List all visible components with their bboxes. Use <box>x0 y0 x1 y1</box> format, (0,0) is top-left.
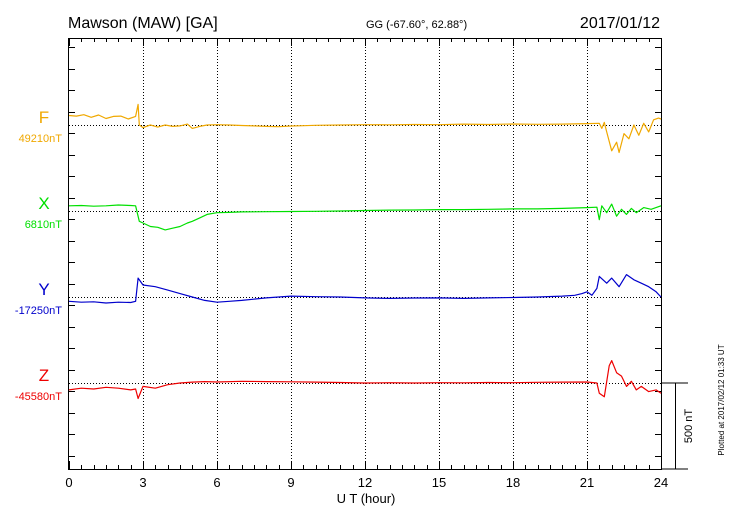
x-axis-label: U T (hour) <box>337 491 396 506</box>
x-tick-label: 3 <box>139 475 146 490</box>
series-name-z: Z <box>39 366 49 385</box>
baseline-value-z: -45580nT <box>15 391 62 403</box>
series-name-x: X <box>38 194 49 213</box>
series-name-f: F <box>39 108 49 127</box>
series-line-y <box>68 274 662 304</box>
series-line-f <box>68 103 662 154</box>
x-tick-label: 9 <box>287 475 294 490</box>
grid-lines <box>143 38 588 469</box>
baseline-value-x: 6810nT <box>25 219 63 231</box>
station-title: Mawson (MAW) [GA] <box>68 15 218 32</box>
series-name-y: Y <box>38 280 49 299</box>
x-tick-label: 15 <box>432 475 446 490</box>
scale-bar-label: 500 nT <box>683 409 695 444</box>
plotted-at-note: Plotted at 2017/02/12 01:33 UT <box>717 344 726 455</box>
baseline-value-f: 49210nT <box>19 133 63 145</box>
date-label: 2017/01/12 <box>580 15 660 32</box>
x-tick-label: 12 <box>358 475 372 490</box>
x-tick-label: 18 <box>506 475 520 490</box>
axis-ticks: 0 3 6 9 12 15 18 21 24 <box>65 38 668 490</box>
x-tick-label: 24 <box>654 475 668 490</box>
x-tick-label: 0 <box>65 475 72 490</box>
series-lines <box>68 103 662 400</box>
x-tick-label: 21 <box>580 475 594 490</box>
x-tick-label: 6 <box>213 475 220 490</box>
series-labels: F 49210nT X 6810nT Y -17250nT Z -45580nT <box>15 108 62 403</box>
series-line-z <box>68 360 662 400</box>
series-line-x <box>68 203 662 231</box>
baseline-value-y: -17250nT <box>15 305 62 317</box>
coordinate-label: GG (-67.60°, 62.88°) <box>366 19 467 31</box>
scale-bar: 500 nT <box>662 382 695 470</box>
